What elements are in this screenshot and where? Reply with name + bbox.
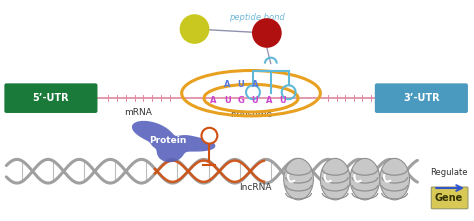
Text: U: U [238, 80, 245, 89]
Text: mRNA: mRNA [124, 108, 152, 117]
Text: A: A [252, 80, 258, 89]
Text: ribosome: ribosome [230, 110, 272, 119]
Text: A: A [265, 96, 272, 105]
Ellipse shape [320, 158, 350, 200]
Text: peptide bond: peptide bond [229, 13, 285, 22]
Ellipse shape [380, 158, 410, 200]
Text: lncRNA: lncRNA [239, 183, 272, 192]
FancyBboxPatch shape [375, 83, 468, 113]
Text: U: U [224, 96, 231, 105]
Text: G: G [237, 96, 245, 105]
PathPatch shape [132, 121, 216, 162]
Text: 3’-UTR: 3’-UTR [403, 93, 440, 103]
Text: Regulate: Regulate [430, 168, 468, 177]
Circle shape [180, 14, 210, 44]
Text: Gene: Gene [435, 193, 463, 203]
Text: A: A [224, 80, 230, 89]
Circle shape [252, 18, 282, 48]
Ellipse shape [350, 158, 380, 200]
FancyBboxPatch shape [4, 83, 98, 113]
Text: 5’-UTR: 5’-UTR [33, 93, 69, 103]
Text: A: A [210, 96, 217, 105]
Text: U: U [279, 96, 286, 105]
Ellipse shape [284, 158, 313, 200]
FancyBboxPatch shape [431, 187, 468, 209]
Text: U: U [252, 96, 258, 105]
Text: Protein: Protein [149, 136, 186, 145]
Ellipse shape [201, 128, 218, 144]
